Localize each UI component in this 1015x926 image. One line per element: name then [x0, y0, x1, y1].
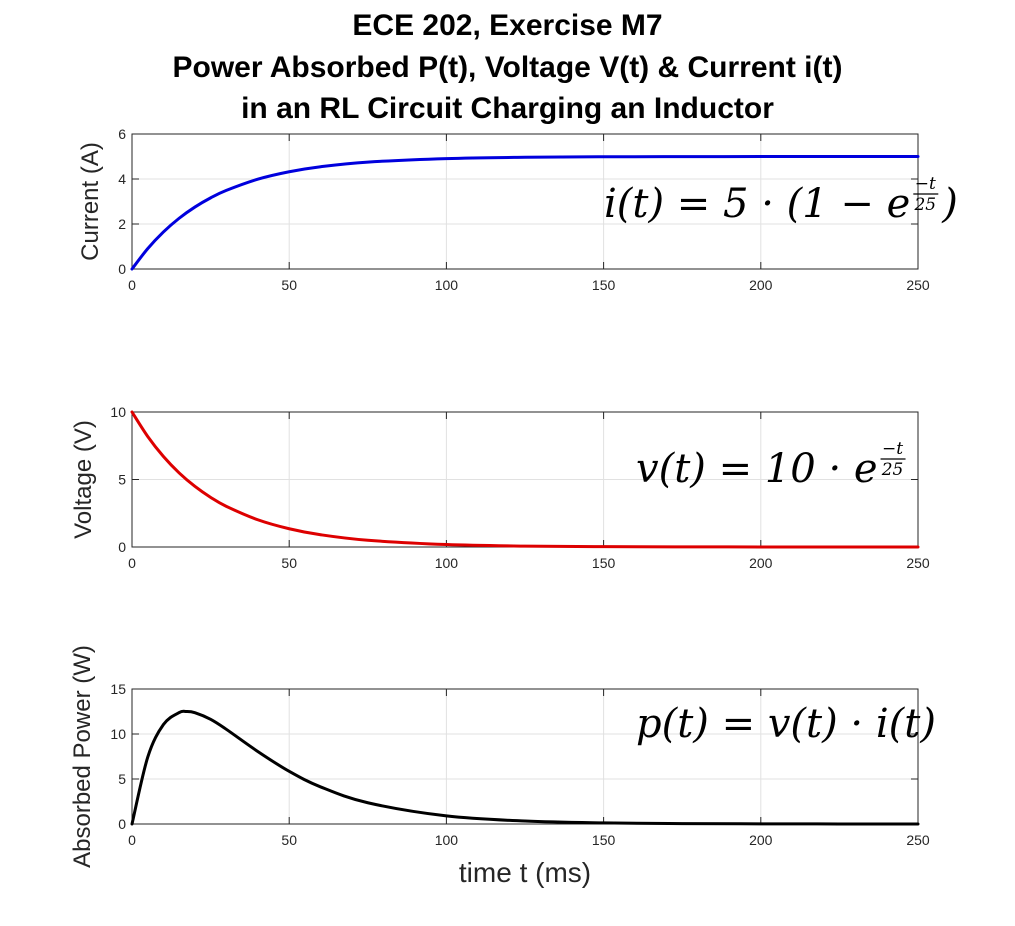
x-tick-label: 100 — [435, 277, 459, 293]
x-tick-label: 0 — [128, 832, 136, 848]
x-tick-label: 100 — [435, 832, 459, 848]
exponent-numerator: −t — [882, 439, 903, 459]
exponent-denominator: 25 — [913, 195, 936, 215]
current-subplot: 0 50 100 150 200 250 0 2 4 6 Current (A) i(t) = 5 ·… — [77, 126, 958, 293]
x-tick-label: 150 — [592, 277, 616, 293]
x-tick-label: 200 — [749, 832, 773, 848]
equation-annotation: i(t) = 5 · (1 − e — [604, 181, 910, 227]
x-tick-label: 0 — [128, 555, 136, 571]
y-tick-label: 0 — [118, 816, 126, 832]
x-tick-label: 50 — [281, 832, 297, 848]
series-line — [130, 410, 920, 549]
y-tick-label: 15 — [110, 681, 126, 697]
equation-closing-paren: ) — [941, 181, 958, 227]
y-tick-label: 10 — [110, 726, 126, 742]
y-tick-label: 2 — [118, 216, 126, 232]
y-tick-label: 10 — [110, 404, 126, 420]
x-tick-label: 150 — [592, 555, 616, 571]
figure-title-line-2: Power Absorbed P(t), Voltage V(t) & Curr… — [172, 51, 843, 84]
y-axis-label: Voltage (V) — [70, 420, 97, 539]
exponent-numerator: −t — [915, 174, 936, 194]
x-tick-label: 250 — [906, 555, 930, 571]
x-tick-label: 0 — [128, 277, 136, 293]
y-tick-label: 5 — [118, 771, 126, 787]
x-tick-label: 150 — [592, 832, 616, 848]
x-tick-label: 250 — [906, 277, 930, 293]
equation-annotation: v(t) = 10 · e — [636, 446, 878, 492]
x-tick-label: 50 — [281, 277, 297, 293]
exponent-denominator: 25 — [881, 460, 904, 480]
power-subplot: 0 50 100 150 200 250 0 5 10 15 Absorbed Power (W) t… — [69, 645, 936, 888]
equation-annotation: p(t) = v(t) · i(t) — [636, 701, 936, 747]
y-tick-label: 5 — [118, 472, 126, 488]
voltage-subplot: 0 50 100 150 200 250 0 5 10 Voltage (V) v(t) = 10 … — [70, 404, 930, 571]
y-tick-label: 0 — [118, 539, 126, 555]
axes-box — [131, 688, 919, 825]
y-axis-label: Absorbed Power (W) — [69, 645, 96, 868]
x-tick-label: 200 — [749, 277, 773, 293]
x-tick-label: 100 — [435, 555, 459, 571]
x-tick-label: 50 — [281, 555, 297, 571]
series-line — [130, 155, 920, 271]
y-axis-label: Current (A) — [77, 142, 104, 261]
y-tick-label: 4 — [118, 171, 126, 187]
figure-title-line-1: ECE 202, Exercise M7 — [352, 9, 663, 42]
x-tick-label: 200 — [749, 555, 773, 571]
series-line — [130, 709, 920, 826]
x-axis-label: time t (ms) — [459, 857, 591, 888]
figure-title-line-3: in an RL Circuit Charging an Inductor — [241, 92, 774, 125]
y-tick-label: 6 — [118, 126, 126, 142]
x-tick-label: 250 — [906, 832, 930, 848]
axes-box — [131, 133, 919, 270]
y-tick-label: 0 — [118, 261, 126, 277]
